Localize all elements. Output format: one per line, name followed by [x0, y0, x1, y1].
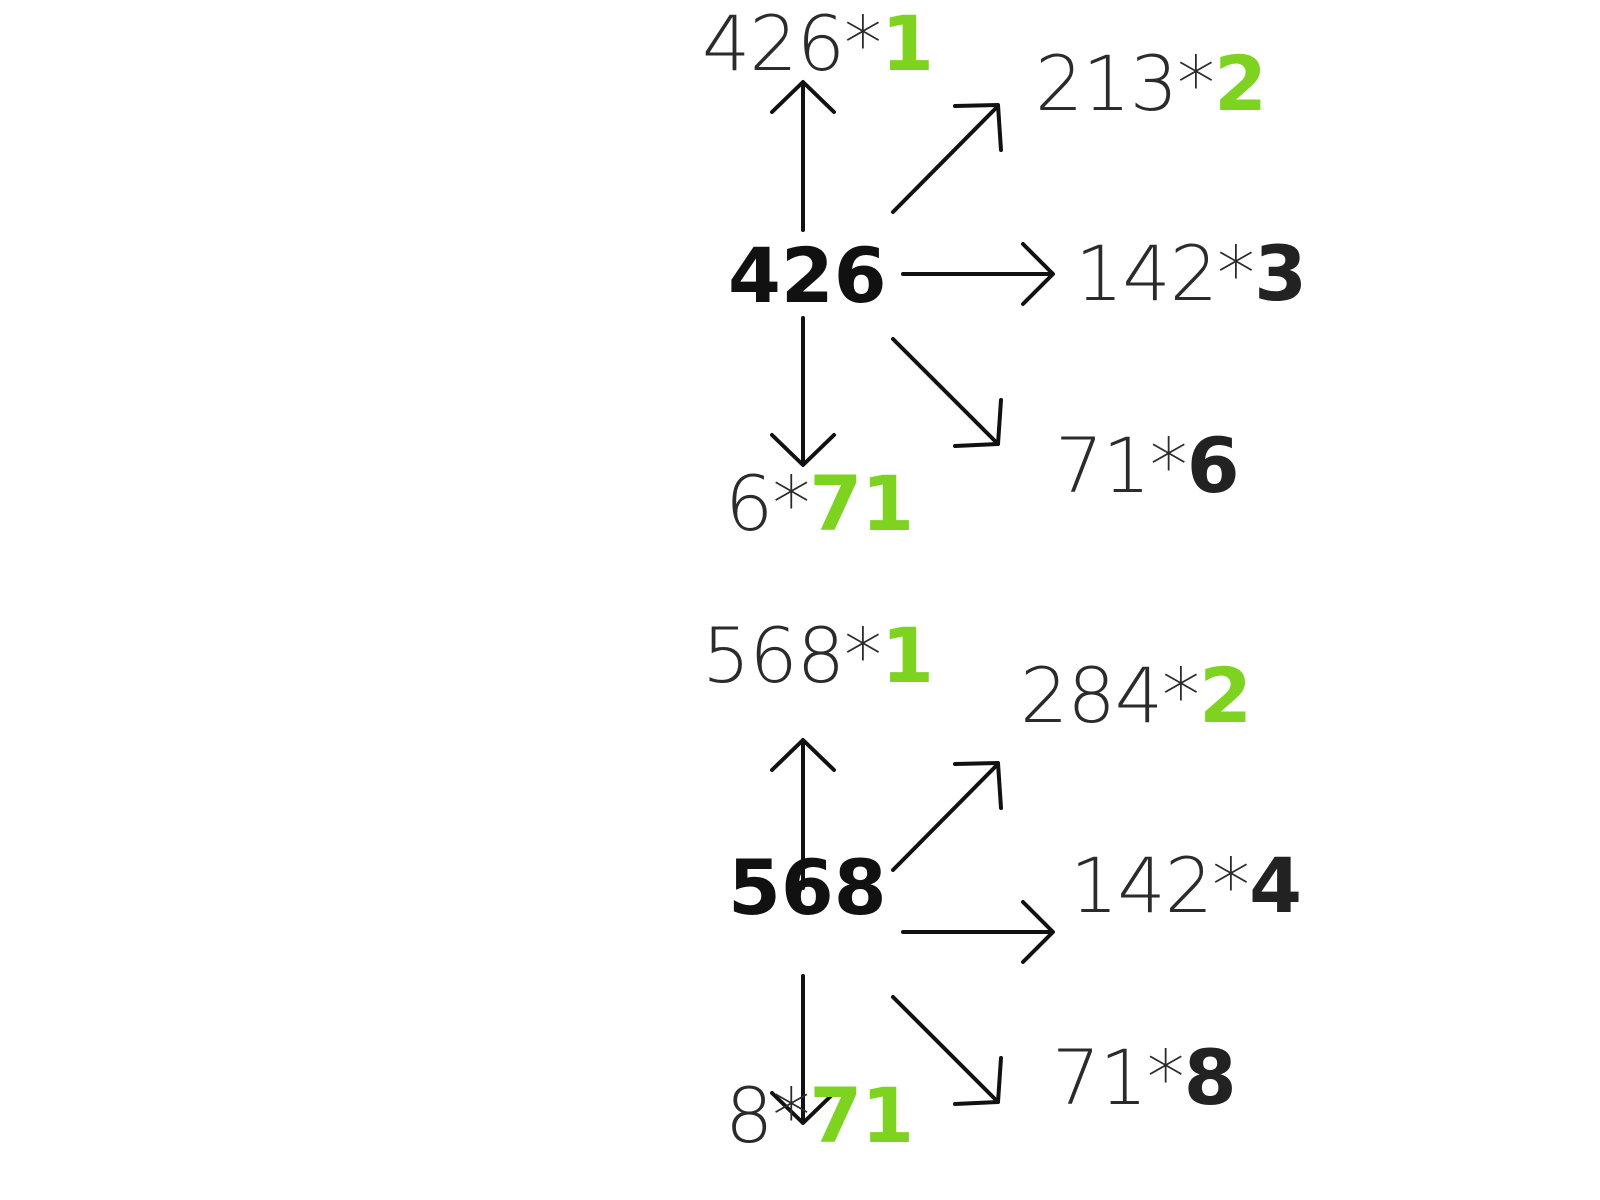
factor-label-upper-right: 213*2 — [1035, 46, 1267, 122]
factor-base: 213* — [1035, 39, 1215, 128]
arrowhead-up — [770, 80, 836, 114]
factor-label-lower-right: 71*8 — [1052, 1040, 1237, 1116]
factor-value: 71 — [809, 1071, 914, 1160]
arrowhead-upper-right — [953, 761, 1003, 810]
arrowhead-down — [770, 1091, 836, 1125]
factor-value: 8 — [1183, 1033, 1237, 1122]
factor-base: 142* — [1070, 841, 1250, 930]
factor-label-right: 142*3 — [1075, 236, 1307, 312]
center-number: 426 — [728, 231, 887, 320]
factor-diagram-568: 568 568*1 284*2 142*4 71*8 8*71 — [0, 600, 1600, 1200]
factor-label-lower-right: 71*6 — [1055, 428, 1240, 504]
arrows-group — [770, 80, 1055, 467]
factor-base: 6* — [725, 459, 810, 548]
factor-base: 142* — [1075, 229, 1255, 318]
factor-base: 284* — [1020, 651, 1200, 740]
factor-base: 568* — [702, 611, 882, 700]
factor-label-top: 426*1 — [702, 6, 934, 82]
factor-value: 4 — [1249, 841, 1302, 930]
arrowhead-right — [1021, 900, 1055, 964]
arrowhead-lower-right — [953, 398, 1003, 448]
arrow-upper-right — [891, 762, 1000, 872]
arrows-group — [770, 738, 1055, 1125]
factor-label-top: 568*1 — [702, 618, 934, 694]
factor-label-upper-right: 284*2 — [1020, 658, 1252, 734]
arrowhead-upper-right — [953, 103, 1003, 152]
factor-value: 6 — [1186, 421, 1240, 510]
factor-label-right: 142*4 — [1070, 848, 1302, 924]
factor-base: 71* — [1055, 421, 1188, 510]
factor-base: 71* — [1052, 1033, 1185, 1122]
arrowhead-up — [770, 738, 836, 772]
center-number: 568 — [728, 843, 887, 932]
factor-base: 426* — [702, 0, 882, 88]
arrow-upper-right — [891, 104, 1000, 214]
factor-value: 71 — [809, 459, 914, 548]
factor-value: 1 — [881, 0, 934, 88]
factor-value: 1 — [881, 611, 934, 700]
factor-base: 8* — [725, 1071, 810, 1160]
arrow-lower-right — [891, 995, 1000, 1104]
factor-label-bottom: 8*71 — [725, 1078, 914, 1154]
factor-label-bottom: 6*71 — [725, 466, 914, 542]
factor-value: 3 — [1254, 229, 1307, 318]
arrowhead-down — [770, 433, 836, 467]
factor-diagram-426: 426 426*1 213*2 142*3 71*6 6*71 — [702, 6, 1307, 542]
arrow-lower-right — [891, 337, 1000, 446]
factor-value: 2 — [1199, 651, 1252, 740]
arrowhead-lower-right — [953, 1056, 1003, 1106]
factor-value: 2 — [1214, 39, 1267, 128]
arrowhead-right — [1021, 242, 1055, 306]
